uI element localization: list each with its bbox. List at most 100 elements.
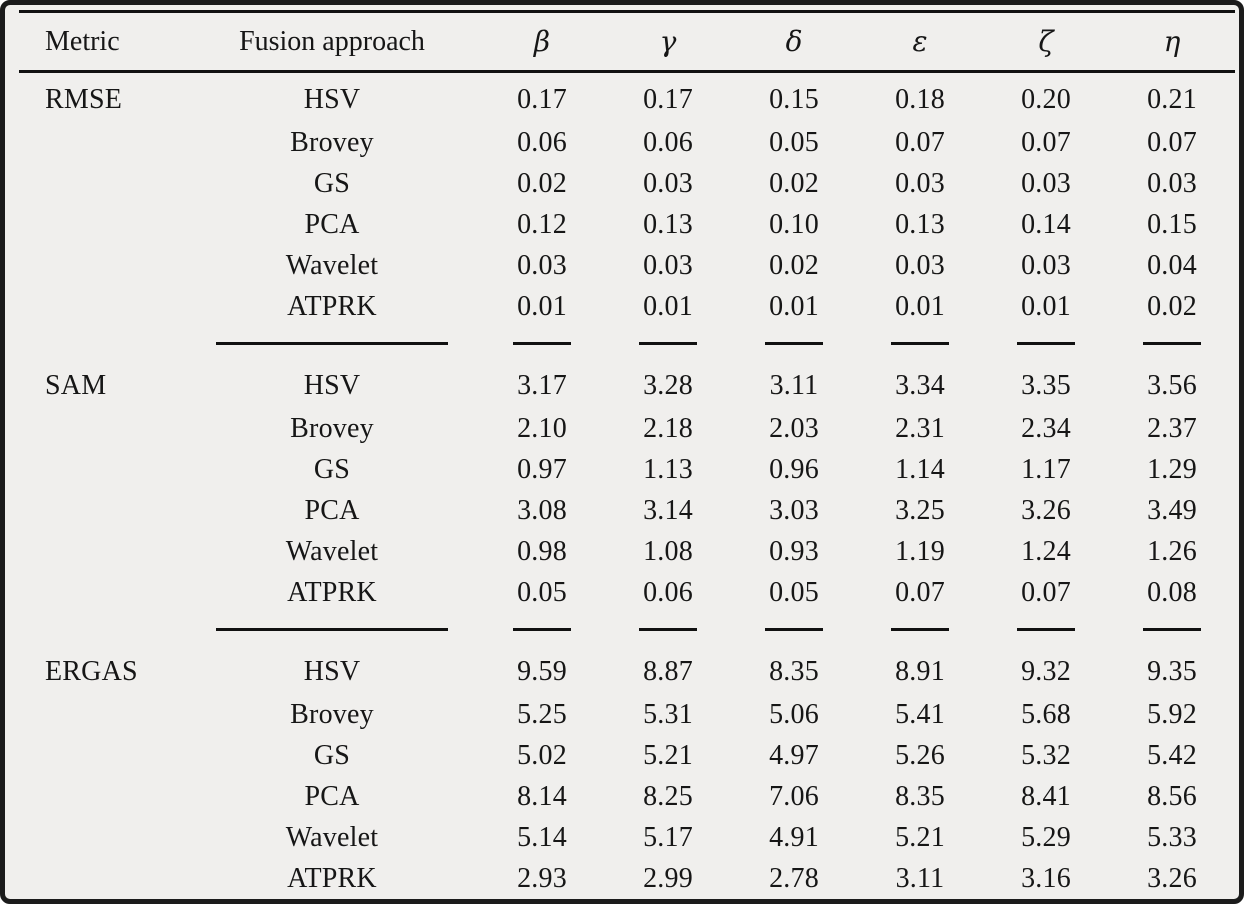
table-row: Brovey 2.10 2.18 2.03 2.31 2.34 2.37 (19, 408, 1235, 449)
metric-value: 0.13 (643, 208, 693, 240)
header-gamma: γ (605, 11, 731, 73)
table-row: SAM HSV 3.17 3.28 3.11 3.34 3.35 3.56 (19, 359, 1235, 408)
separator-rule-short (1017, 627, 1075, 631)
metric-value: 2.78 (769, 862, 819, 894)
metric-value: 3.26 (1147, 862, 1197, 894)
separator-value-cell (731, 327, 857, 359)
metric-value: 8.56 (1147, 780, 1197, 812)
metric-value: 0.07 (895, 126, 945, 158)
separator-value-cell (731, 613, 857, 645)
metric-value: 5.21 (643, 739, 693, 771)
metric-value: 5.31 (643, 698, 693, 730)
metric-value: 2.34 (1021, 412, 1071, 444)
metric-value: 0.17 (643, 84, 693, 115)
metric-value: 0.15 (1147, 208, 1197, 240)
metric-value: 8.25 (643, 780, 693, 812)
separator-rule-short (765, 627, 823, 631)
metric-value: 8.87 (643, 656, 693, 687)
fusion-approach-label: GS (313, 167, 351, 199)
fusion-approach-label: PCA (304, 494, 360, 526)
metric-value: 5.26 (895, 739, 945, 771)
separator-value-cell (857, 613, 983, 645)
metric-value: 3.11 (769, 370, 819, 401)
metric-value: 0.02 (769, 249, 819, 281)
metric-value: 2.93 (517, 862, 567, 894)
separator-rule-short (765, 341, 823, 345)
fusion-approach-label: Wavelet (285, 821, 379, 853)
fusion-approach-label: HSV (303, 84, 361, 115)
metric-value: 9.59 (517, 656, 567, 687)
metric-value: 0.03 (1021, 249, 1071, 281)
separator-value-cell (983, 613, 1109, 645)
separator-rule-long (216, 627, 448, 631)
metric-value: 5.68 (1021, 698, 1071, 730)
metric-value: 0.02 (517, 167, 567, 199)
metric-value: 1.14 (895, 453, 945, 485)
table-row: GS 0.02 0.03 0.02 0.03 0.03 0.03 (19, 163, 1235, 204)
metric-value: 0.10 (769, 208, 819, 240)
metric-value: 0.04 (1147, 249, 1197, 281)
table-row: GS 5.02 5.21 4.97 5.26 5.32 5.42 (19, 735, 1235, 776)
metric-value: 1.29 (1147, 453, 1197, 485)
separator-rule-short (1017, 341, 1075, 345)
fusion-approach-label: Brovey (290, 698, 374, 730)
metric-value: 0.96 (769, 453, 819, 485)
metric-value: 5.25 (517, 698, 567, 730)
table-body: RMSE HSV 0.17 0.17 0.15 0.18 0.20 0.21 Brovey 0.0… (19, 72, 1235, 904)
metric-value: 8.14 (517, 780, 567, 812)
table-row: PCA 3.08 3.14 3.03 3.25 3.26 3.49 (19, 490, 1235, 531)
metric-label: ERGAS (45, 656, 138, 687)
metric-label (19, 858, 185, 899)
metric-value: 0.03 (1021, 167, 1071, 199)
bottom-spacer-row (19, 899, 1235, 904)
fusion-approach-label: HSV (303, 370, 361, 401)
metric-value: 7.06 (769, 780, 819, 812)
metric-value: 0.93 (769, 535, 819, 567)
fusion-approach-label: GS (313, 453, 351, 485)
metric-value: 1.26 (1147, 535, 1197, 567)
metric-value: 5.32 (1021, 739, 1071, 771)
metric-label: RMSE (45, 84, 123, 115)
metric-value: 0.03 (517, 249, 567, 281)
metric-value: 1.17 (1021, 453, 1071, 485)
metric-value: 5.92 (1147, 698, 1197, 730)
header-delta: δ (731, 11, 857, 73)
metric-value: 3.08 (517, 494, 567, 526)
table-row: Wavelet 0.98 1.08 0.93 1.19 1.24 1.26 (19, 531, 1235, 572)
metric-value: 1.13 (643, 453, 693, 485)
metric-value: 0.17 (517, 84, 567, 115)
metric-value: 0.06 (643, 126, 693, 158)
metric-value: 8.35 (769, 656, 819, 687)
separator-rule-short (639, 341, 697, 345)
metric-value: 0.13 (895, 208, 945, 240)
metric-value: 0.14 (1021, 208, 1071, 240)
table-row: GS 0.97 1.13 0.96 1.14 1.17 1.29 (19, 449, 1235, 490)
section-separator-row (19, 327, 1235, 359)
metric-label (19, 204, 185, 245)
metric-label (19, 449, 185, 490)
metric-value: 0.07 (895, 576, 945, 608)
metric-value: 0.01 (769, 290, 819, 322)
metric-value: 3.49 (1147, 494, 1197, 526)
bottom-spacer-cell (19, 899, 1235, 904)
metric-value: 3.16 (1021, 862, 1071, 894)
header-eta: η (1109, 11, 1235, 73)
metric-value: 0.06 (643, 576, 693, 608)
fusion-approach-label: HSV (303, 656, 361, 687)
fusion-approach-label: ATPRK (287, 576, 377, 608)
metric-label (19, 245, 185, 286)
fusion-approach-label: GS (313, 739, 351, 771)
separator-rule-short (891, 627, 949, 631)
metric-value: 2.10 (517, 412, 567, 444)
metric-value: 2.03 (769, 412, 819, 444)
metric-value: 0.21 (1147, 84, 1197, 115)
table-header: Metric Fusion approach β γ δ ε ζ η (19, 11, 1235, 73)
metric-label (19, 163, 185, 204)
metric-value: 1.08 (643, 535, 693, 567)
separator-rule-short (891, 341, 949, 345)
metric-label (19, 286, 185, 327)
metric-value: 0.05 (769, 576, 819, 608)
metric-value: 0.01 (895, 290, 945, 322)
separator-empty-cell (19, 327, 185, 359)
